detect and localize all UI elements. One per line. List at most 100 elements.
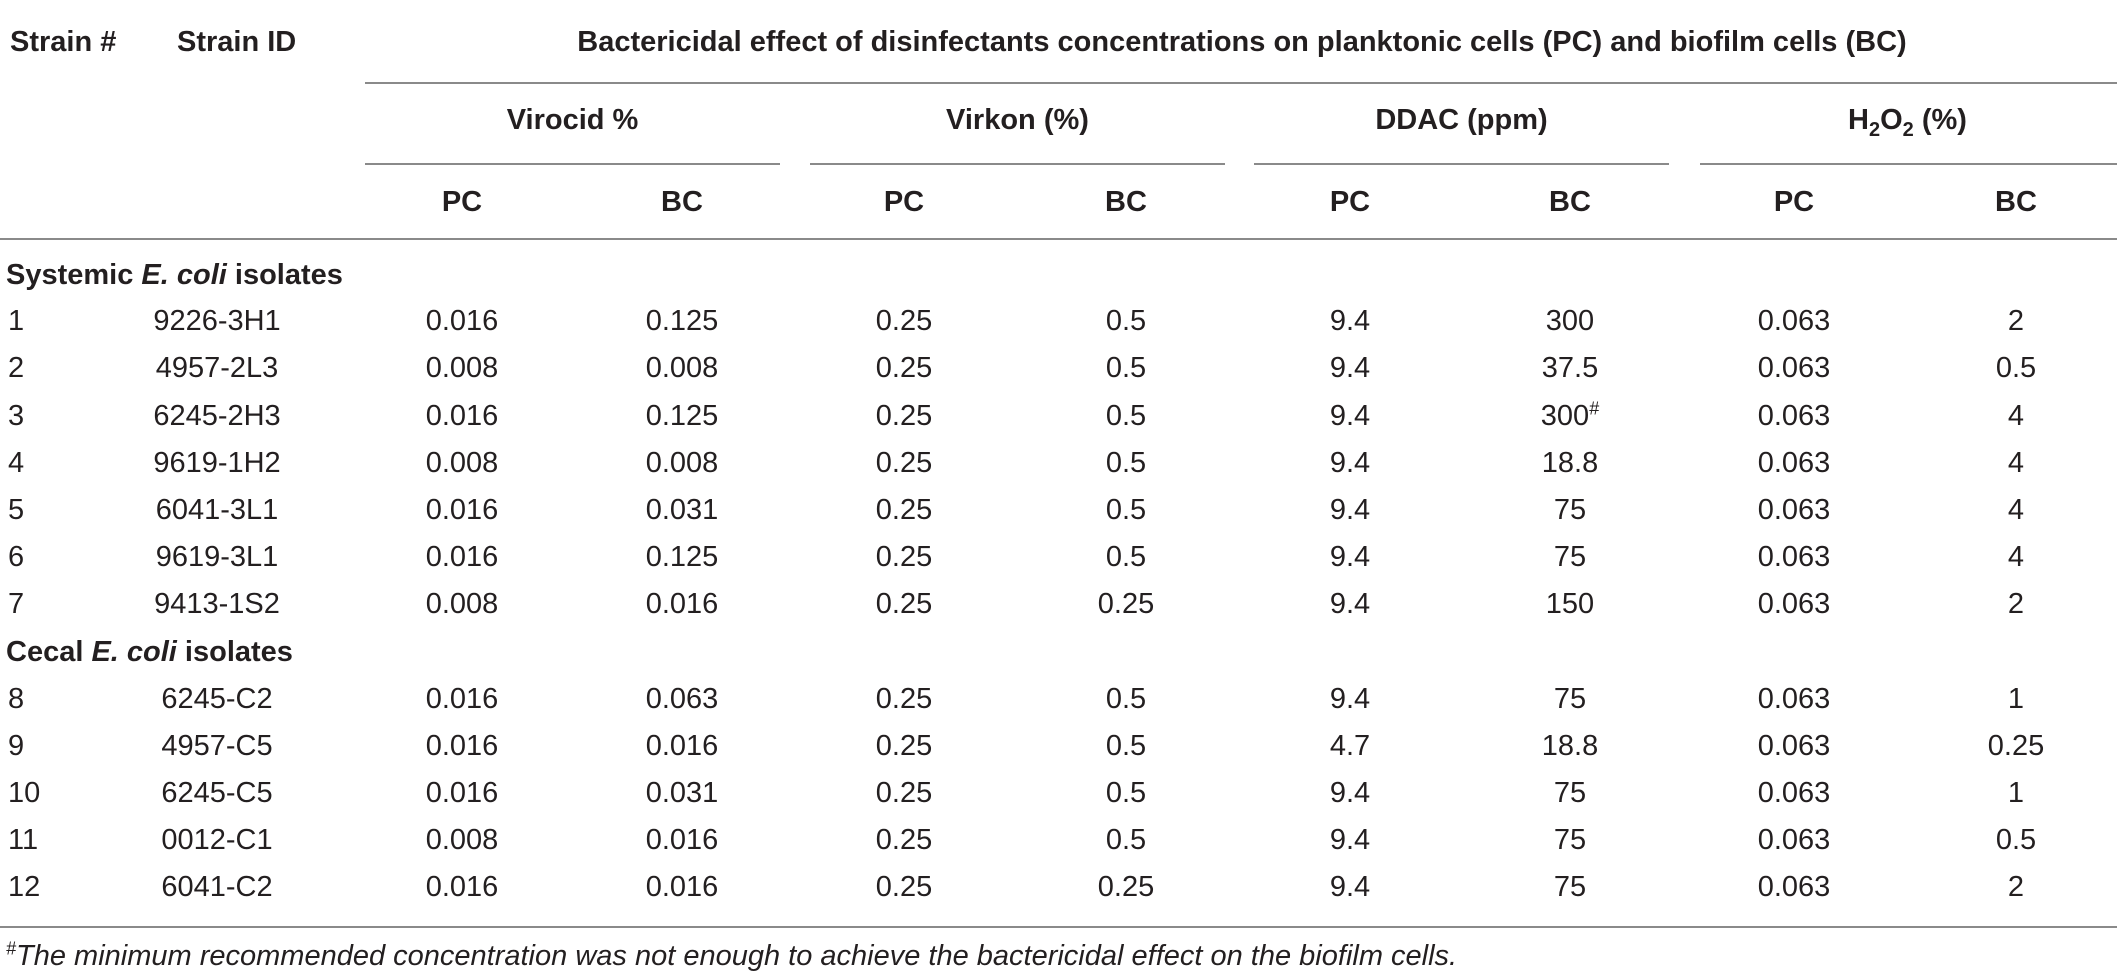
cell-value: 0.5 xyxy=(1105,352,1147,384)
cell-virocid-bc: 0.016 xyxy=(582,588,782,621)
cell-value: 0.25 xyxy=(1987,730,2045,762)
cell-virkon-bc: 0.5 xyxy=(1026,447,1226,480)
cell-h2o2-pc: 0.063 xyxy=(1694,683,1894,716)
cell-virkon-pc: 0.25 xyxy=(804,447,1004,480)
cell-value: 0.5 xyxy=(1105,683,1147,715)
cell-virkon-pc: 0.25 xyxy=(804,871,1004,904)
cell-ddac-pc: 9.4 xyxy=(1250,447,1450,480)
cell-value: 0.25 xyxy=(875,588,933,620)
cell-value: 0.25 xyxy=(875,824,933,856)
cell-value: 0.5 xyxy=(1105,777,1147,809)
cell-h2o2-pc: 0.063 xyxy=(1694,588,1894,621)
footnote-marker: # xyxy=(1589,398,1600,419)
cell-virkon-pc: 0.25 xyxy=(804,777,1004,810)
cell-value: 0.016 xyxy=(425,683,499,715)
cell-value: 0.063 xyxy=(1757,447,1831,479)
cell-value: 0.25 xyxy=(875,777,933,809)
cell-strain-id: 9226-3H1 xyxy=(153,305,281,337)
cell-ddac-bc: 300 xyxy=(1470,305,1670,338)
cell-value: 0.016 xyxy=(645,824,719,856)
cell-value: 9.4 xyxy=(1329,400,1371,432)
footnote: #The minimum recommended concentration w… xyxy=(6,939,1458,973)
cell-ddac-pc: 4.7 xyxy=(1250,730,1450,763)
cell-virkon-bc: 0.5 xyxy=(1026,777,1226,810)
cell-strain-id: 6245-2H3 xyxy=(153,400,281,432)
cell-value: 75 xyxy=(1553,494,1587,526)
cell-value: 0.031 xyxy=(645,777,719,809)
cell-h2o2-bc: 4 xyxy=(1916,541,2116,574)
cell-value: 0.125 xyxy=(645,400,719,432)
cell-value: 1 xyxy=(2007,683,2025,715)
cell-strain-id: 6245-C5 xyxy=(161,777,273,809)
cell-value: 0.063 xyxy=(1757,352,1831,384)
cell-virocid-pc: 0.016 xyxy=(362,777,562,810)
cell-virkon-bc: 0.5 xyxy=(1026,824,1226,857)
cell-value: 0.063 xyxy=(1757,730,1831,762)
header-strain-number: Strain # xyxy=(10,26,117,58)
cell-strain-number: 2 xyxy=(8,352,25,384)
cell-virkon-pc: 0.25 xyxy=(804,730,1004,763)
cell-virkon-bc: 0.25 xyxy=(1026,588,1226,621)
cell-h2o2-pc: 0.063 xyxy=(1694,730,1894,763)
cell-strain-number: 8 xyxy=(8,683,25,715)
cell-value: 0.25 xyxy=(875,447,933,479)
cell-h2o2-pc: 0.063 xyxy=(1694,541,1894,574)
cell-value: 9.4 xyxy=(1329,683,1371,715)
cell-h2o2-pc: 0.063 xyxy=(1694,494,1894,527)
cell-value: 0.008 xyxy=(425,352,499,384)
footnote-text: The minimum recommended concentration wa… xyxy=(16,940,1458,972)
cell-ddac-pc: 9.4 xyxy=(1250,352,1450,385)
cell-virocid-pc: 0.008 xyxy=(362,588,562,621)
cell-h2o2-bc: 4 xyxy=(1916,400,2116,433)
cell-strain-id: 9619-3L1 xyxy=(155,541,279,573)
cell-value: 300 xyxy=(1545,305,1595,337)
cell-value: 0.25 xyxy=(875,305,933,337)
cell-value: 9.4 xyxy=(1329,305,1371,337)
cell-virkon-pc: 0.25 xyxy=(804,352,1004,385)
cell-value: 4 xyxy=(2007,541,2025,573)
header-rule-bottom xyxy=(0,238,2117,240)
cell-ddac-pc: 9.4 xyxy=(1250,588,1450,621)
cell-ddac-pc: 9.4 xyxy=(1250,400,1450,433)
cell-virkon-bc: 0.5 xyxy=(1026,400,1226,433)
cell-value: 0.063 xyxy=(1757,541,1831,573)
cell-value: 0.016 xyxy=(425,305,499,337)
cell-virocid-pc: 0.008 xyxy=(362,352,562,385)
cell-virkon-pc: 0.25 xyxy=(804,494,1004,527)
cell-value: 9.4 xyxy=(1329,777,1371,809)
cell-ddac-bc: 18.8 xyxy=(1470,447,1670,480)
cell-value: 0.063 xyxy=(1757,305,1831,337)
cell-ddac-pc: 9.4 xyxy=(1250,541,1450,574)
cell-strain-number: 3 xyxy=(8,400,25,432)
cell-h2o2-pc: 0.063 xyxy=(1694,871,1894,904)
cell-virocid-bc: 0.008 xyxy=(582,352,782,385)
subheader-h2o2-pc: PC xyxy=(1773,186,1815,218)
subheader-virkon-pc: PC xyxy=(883,186,925,218)
cell-virocid-bc: 0.031 xyxy=(582,777,782,810)
section-systemic: Systemic E. coli isolates xyxy=(6,259,343,291)
cell-strain-number: 7 xyxy=(8,588,25,620)
cell-value: 0.063 xyxy=(1757,588,1831,620)
group-h2o2: H2O2 (%) xyxy=(1848,104,1967,141)
footer-rule xyxy=(0,926,2117,928)
cell-value: 9.4 xyxy=(1329,541,1371,573)
cell-value: 0.063 xyxy=(1757,400,1831,432)
cell-value: 0.063 xyxy=(1757,494,1831,526)
cell-ddac-bc: 75 xyxy=(1470,871,1670,904)
cell-virocid-bc: 0.016 xyxy=(582,824,782,857)
cell-virocid-bc: 0.008 xyxy=(582,447,782,480)
cell-h2o2-bc: 1 xyxy=(1916,777,2116,810)
cell-value: 4 xyxy=(2007,494,2025,526)
cell-value: 0.125 xyxy=(645,541,719,573)
cell-strain-number: 5 xyxy=(8,494,25,526)
cell-virkon-bc: 0.25 xyxy=(1026,871,1226,904)
header-rule-top xyxy=(365,82,2117,84)
subheader-virocid-pc: PC xyxy=(441,186,483,218)
cell-virkon-bc: 0.5 xyxy=(1026,730,1226,763)
cell-value: 9.4 xyxy=(1329,447,1371,479)
cell-ddac-pc: 9.4 xyxy=(1250,824,1450,857)
cell-h2o2-bc: 4 xyxy=(1916,447,2116,480)
cell-h2o2-bc: 2 xyxy=(1916,305,2116,338)
cell-virkon-bc: 0.5 xyxy=(1026,494,1226,527)
cell-strain-id: 9619-1H2 xyxy=(153,447,281,479)
